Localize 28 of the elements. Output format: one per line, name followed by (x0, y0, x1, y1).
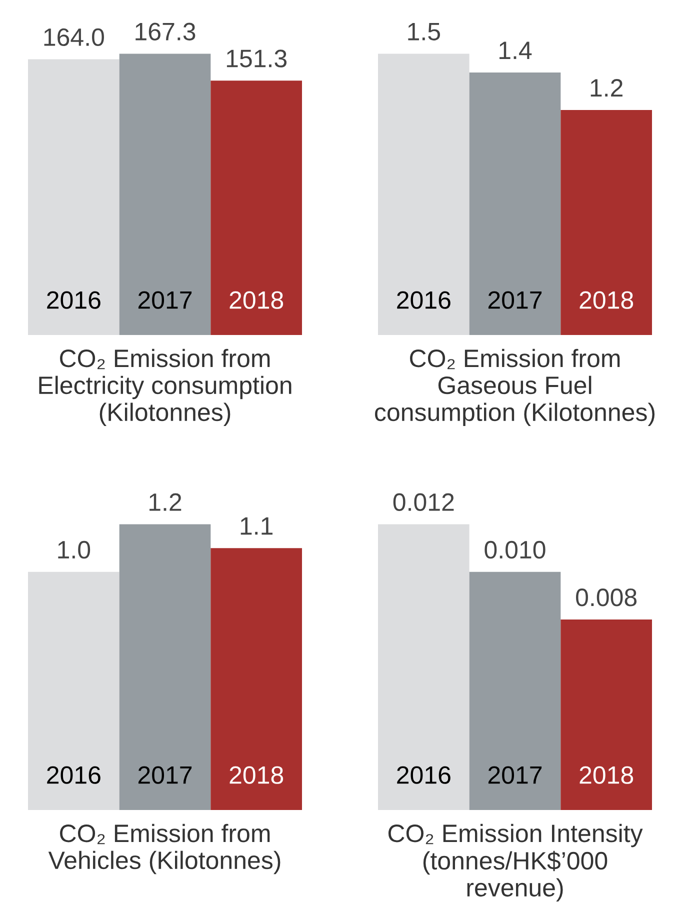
x-tick-label: 2018 (230, 291, 284, 309)
x-tick-label: 2016 (47, 766, 100, 784)
data-label: 1.4 (500, 42, 532, 59)
data-label: 1.1 (240, 517, 272, 535)
data-label: 1.0 (58, 540, 90, 559)
data-label: 151.3 (226, 50, 287, 68)
data-label: 0.010 (484, 540, 546, 559)
data-label: 0.012 (393, 493, 454, 512)
x-tick-label: 2017 (488, 766, 542, 784)
x-axis-title: CO₂ Emission Intensity (tonnes/HK$’000 revenue) (388, 824, 643, 902)
x-tick-label: 2017 (138, 291, 192, 309)
data-label: 1.2 (590, 79, 622, 96)
data-label: 1.2 (150, 493, 182, 511)
data-label: 164.0 (44, 28, 104, 46)
x-tick-label: 2018 (230, 766, 284, 784)
x-tick-label: 2018 (580, 766, 634, 784)
x-tick-label: 2016 (397, 766, 450, 784)
x-tick-label: 2016 (397, 291, 450, 309)
x-axis-title: CO₂ Emission from Vehicles (Kilotonnes) (48, 824, 280, 874)
data-label: 1.5 (408, 23, 440, 40)
x-axis-title: CO₂ Emission from Electricity consumption (Kilotonnes) (39, 348, 292, 426)
x-tick-label: 2017 (488, 291, 542, 309)
x-tick-label: 2016 (47, 291, 100, 309)
x-tick-label: 2017 (138, 766, 192, 784)
data-label: 167.3 (136, 22, 196, 40)
x-axis-title: CO₂ Emission from Gaseous Fuel consumption (Kilotonnes) (375, 348, 655, 426)
data-label: 0.008 (576, 588, 637, 606)
x-tick-label: 2018 (580, 291, 634, 309)
